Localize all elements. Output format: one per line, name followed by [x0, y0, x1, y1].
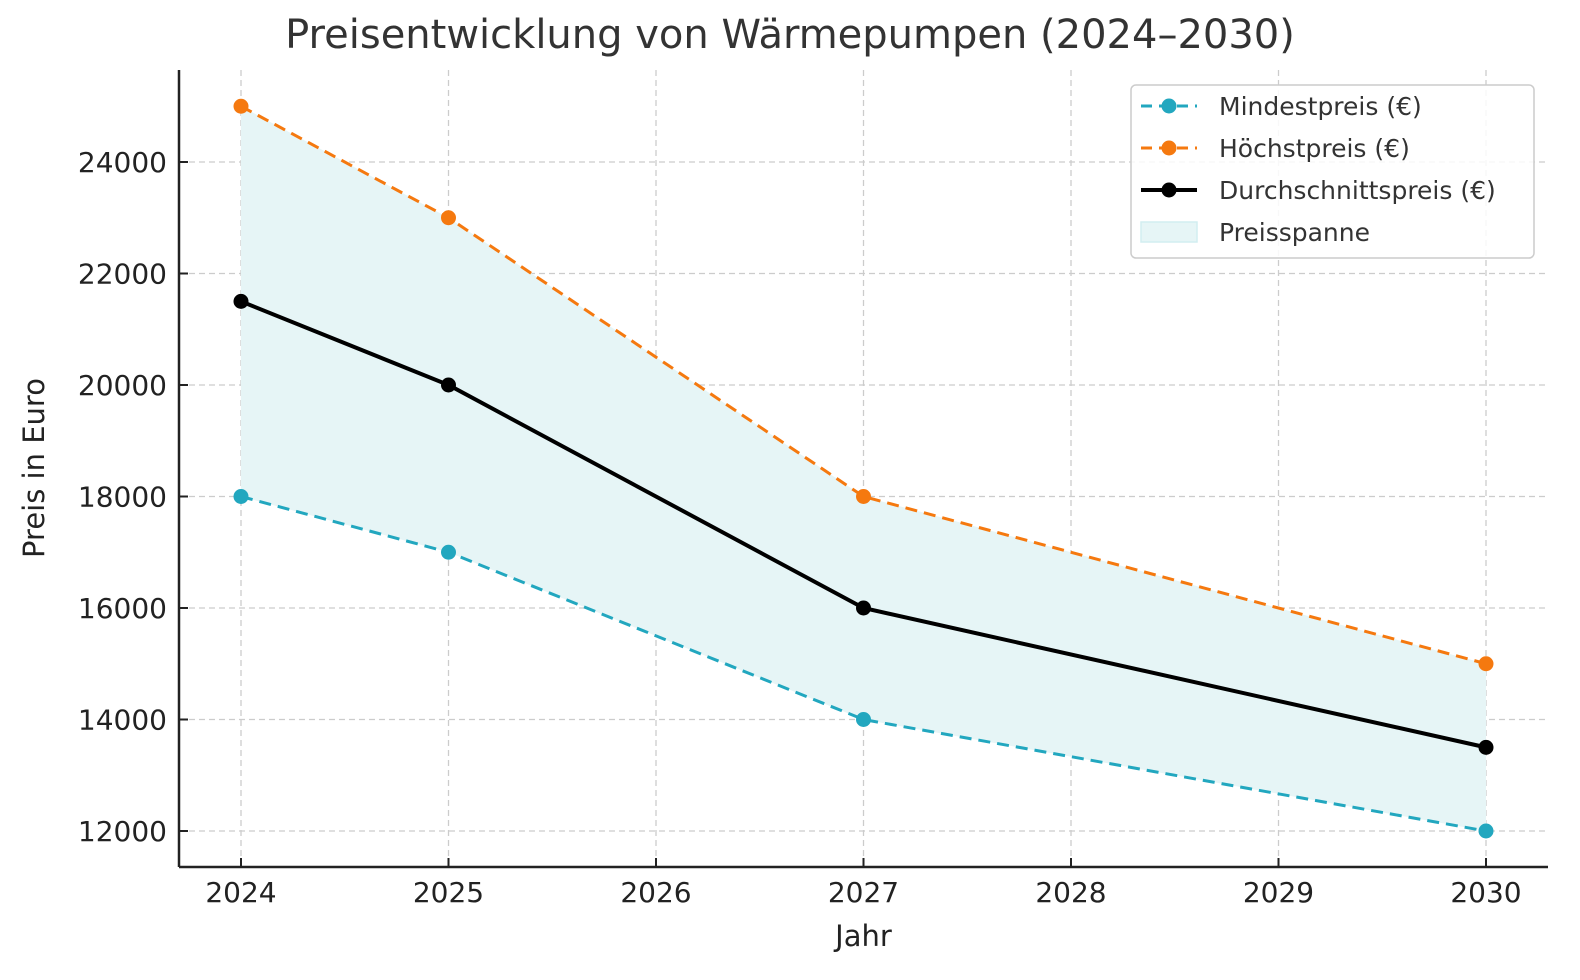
x-tick-label: 2029 [1243, 876, 1314, 909]
y-tick-label: 22000 [78, 258, 167, 291]
data-point [441, 210, 456, 226]
legend-label: Mindestpreis (€) [1219, 92, 1422, 121]
y-tick-label: 12000 [78, 815, 167, 848]
x-tick-label: 2027 [828, 876, 899, 909]
data-point [441, 377, 456, 393]
chart-title: Preisentwicklung von Wärmepumpen (2024–2… [285, 12, 1295, 58]
y-tick-label: 14000 [78, 704, 167, 737]
legend-label: Preisspanne [1219, 218, 1370, 247]
data-point [856, 600, 871, 616]
data-point [233, 293, 249, 309]
legend: Mindestpreis (€) Höchstpreis (€) Durchschn… [1130, 84, 1535, 259]
data-point [441, 544, 456, 560]
x-axis-label: Jahr [833, 919, 892, 953]
y-tick-label: 16000 [78, 592, 167, 625]
x-tick-label: 2025 [413, 876, 484, 909]
series-line [240, 104, 1487, 666]
data-point [1478, 823, 1494, 839]
y-tick-label: 18000 [78, 481, 167, 514]
data-point [1478, 739, 1494, 755]
data-point [1478, 656, 1494, 672]
series-line [240, 299, 1487, 750]
series-lines [233, 98, 1494, 839]
legend-label: Höchstpreis (€) [1219, 134, 1410, 163]
legend-label: Durchschnittspreis (€) [1219, 176, 1496, 205]
series-line [240, 495, 1487, 833]
y-tick-label: 20000 [78, 369, 167, 402]
data-point [233, 489, 249, 504]
axes: 2024 2025 2026 2027 2028 2029 2030 12000 14000 16… [17, 70, 1548, 953]
x-tick-label: 2028 [1035, 876, 1106, 909]
x-tick-label: 2024 [205, 876, 276, 909]
x-tick-label: 2026 [620, 876, 691, 909]
y-tick-label: 24000 [78, 146, 167, 179]
data-point [856, 712, 871, 727]
x-tick-label: 2030 [1450, 876, 1521, 909]
data-point [233, 98, 249, 114]
price-range-fill [241, 106, 1486, 831]
y-axis-label: Preis in Euro [17, 378, 51, 558]
data-point [856, 489, 871, 504]
